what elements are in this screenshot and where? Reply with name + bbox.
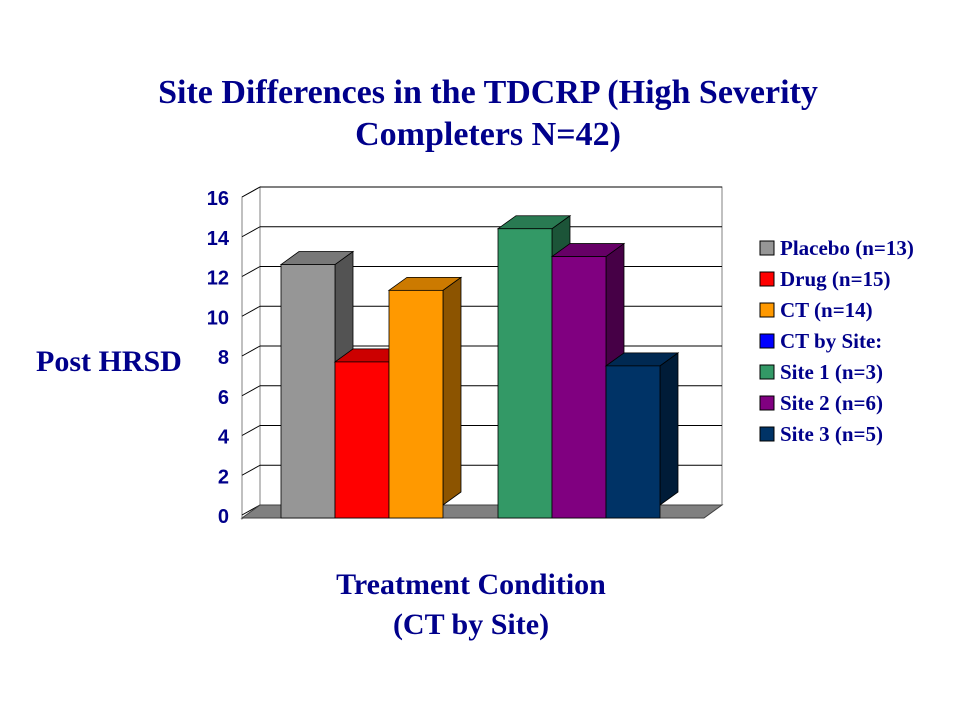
gridline-side [241, 345, 261, 357]
plot-area [240, 186, 724, 521]
legend-item: Placebo (n=13) [759, 236, 914, 260]
legend-item: CT (n=14) [759, 298, 873, 322]
bar-front-face [497, 228, 553, 519]
bars [279, 214, 680, 519]
legend-swatch [759, 333, 775, 349]
y-tick-label: 16 [207, 188, 229, 210]
bar-site-3 [604, 352, 680, 519]
y-axis-ticks: 0 2 4 6 8 10 12 14 16 [207, 188, 230, 528]
legend-label: CT (n=14) [780, 298, 873, 322]
y-tick-label: 12 [207, 268, 229, 290]
gridline-side [241, 266, 261, 277]
legend: Placebo (n=13) Drug (n=15) CT (n=14) CT by … [759, 236, 914, 446]
y-tick-label: 6 [218, 387, 229, 409]
gridline-side [241, 464, 261, 476]
bar-side-face [442, 276, 462, 506]
legend-swatch [759, 271, 775, 287]
legend-item: CT by Site: [759, 329, 882, 353]
legend-label: Site 1 (n=3) [780, 360, 883, 384]
x-axis-label-line-1: Treatment Condition [336, 568, 606, 601]
gridline-side [241, 425, 261, 436]
bar-front-face [605, 365, 661, 519]
chart-side-wall [241, 186, 261, 521]
gridline-side [241, 305, 261, 317]
legend-label: CT by Site: [780, 329, 882, 353]
bar-front-face [280, 264, 336, 519]
y-tick-label: 2 [218, 466, 229, 488]
gridline-side [241, 186, 261, 198]
legend-swatch [759, 364, 775, 380]
legend-swatch [759, 240, 775, 256]
gridline-side [241, 226, 261, 238]
chart-title-line-1: Site Differences in the TDCRP (High Seve… [158, 74, 818, 111]
legend-item: Site 3 (n=5) [759, 422, 883, 446]
y-axis-label: Post HRSD [36, 345, 182, 378]
y-tick-label: 0 [218, 506, 229, 528]
bar-side-face [659, 352, 679, 506]
y-tick-label: 8 [218, 347, 229, 369]
legend-label: Site 3 (n=5) [780, 422, 883, 446]
bar-front-face [551, 256, 607, 519]
legend-item: Drug (n=15) [759, 267, 891, 291]
gridline-side [241, 385, 261, 397]
legend-swatch [759, 395, 775, 411]
x-axis-label-line-2: (CT by Site) [393, 608, 549, 641]
legend-label: Drug (n=15) [780, 267, 891, 291]
bar-ct-1 [387, 276, 463, 519]
legend-swatch [759, 426, 775, 442]
legend-item: Site 1 (n=3) [759, 360, 883, 384]
chart-title-line-2: Completers N=42) [355, 116, 621, 153]
bar-front-face [334, 361, 390, 519]
legend-label: Placebo (n=13) [780, 236, 914, 260]
y-tick-label: 10 [207, 307, 229, 329]
bar-front-face [388, 289, 444, 519]
legend-item: Site 2 (n=6) [759, 391, 883, 415]
legend-label: Site 2 (n=6) [780, 391, 883, 415]
y-tick-label: 14 [207, 228, 230, 250]
legend-swatch [759, 302, 775, 318]
y-tick-label: 4 [218, 427, 230, 449]
